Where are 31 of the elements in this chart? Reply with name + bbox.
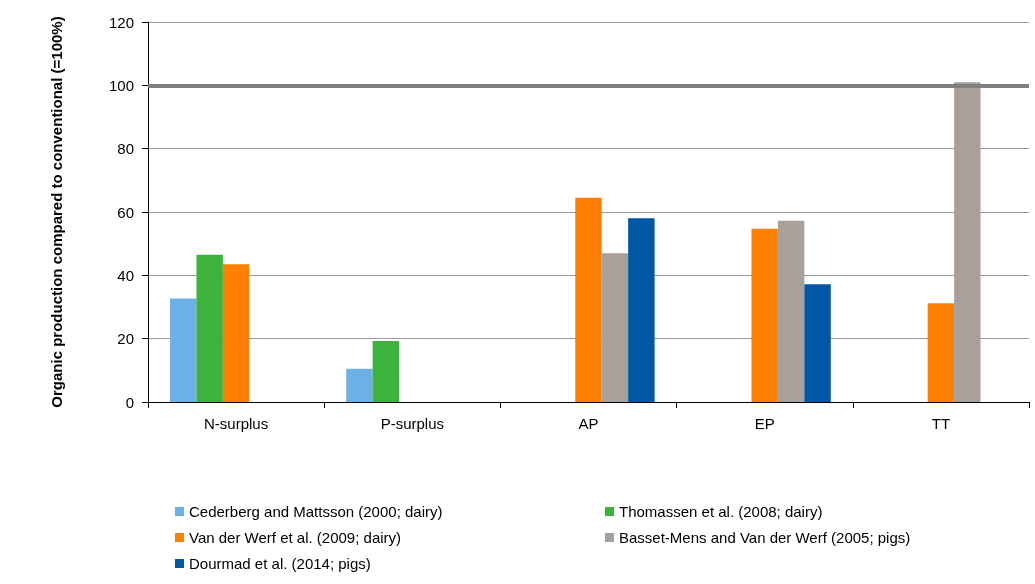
y-tick-label: 100 [108,76,134,94]
x-tick-label: P-surplus [380,415,444,432]
bar [954,82,981,402]
x-tick-label: AP [578,415,599,432]
legend-label: Dourmad et al. (2014; pigs) [189,555,371,572]
bar [222,264,250,402]
y-tick-label: 0 [125,393,134,411]
y-tick-label: 40 [117,266,134,284]
x-tick-label: N-surplus [204,415,269,432]
legend-label: Van der Werf et al. (2009; dairy) [189,529,402,546]
legend-label: Thomassen et al. (2008; dairy) [619,503,823,520]
x-tick-label: TT [931,415,951,432]
y-tick-label: 80 [117,140,134,158]
legend-label: Basset-Mens and Van der Werf (2005; pigs) [619,529,911,546]
legend-label: Cederberg and Mattsson (2000; dairy) [189,503,443,520]
bar [575,197,602,402]
y-tick-label: 60 [117,203,134,221]
bar [751,228,778,402]
bar [804,284,831,402]
bar [196,254,223,402]
y-tick-label: 120 [108,13,134,31]
bar [628,218,655,402]
bar [927,303,955,402]
y-axis-title: Organic production compared to conventional (=100%) [47,16,65,408]
bar [170,298,197,402]
bar [601,253,629,402]
bar [372,340,400,402]
bar [777,220,805,402]
bar [346,368,373,402]
x-tick-label: EP [754,415,775,432]
y-tick-label: 20 [117,330,134,348]
